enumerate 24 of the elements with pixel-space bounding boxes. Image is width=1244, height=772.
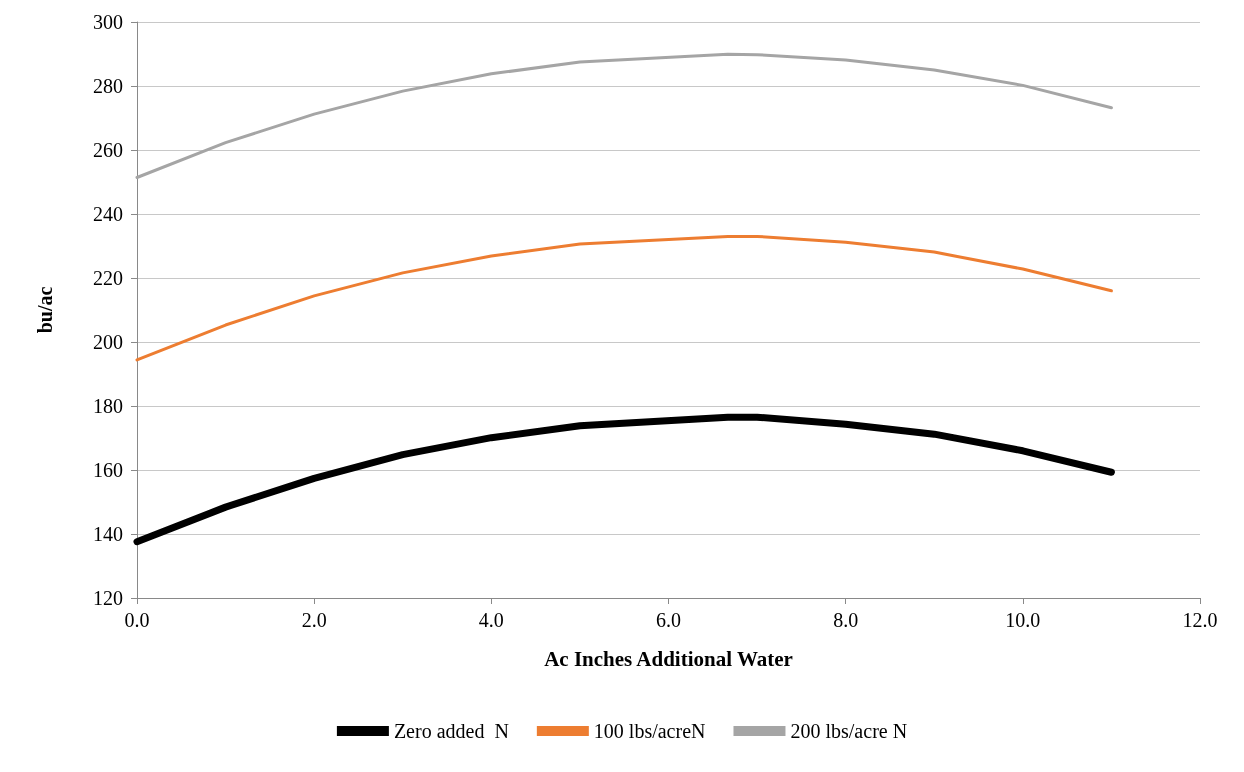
x-tick-label: 4.0 — [478, 609, 504, 631]
y-tick-label: 160 — [93, 459, 123, 481]
y-tick-label: 300 — [93, 11, 123, 33]
line-series — [135, 234, 1113, 362]
legend-label: 200 lbs/acre N — [790, 720, 908, 742]
y-tick-label: 260 — [93, 139, 123, 161]
y-tick-label: 120 — [93, 587, 123, 609]
y-tick-label: 240 — [93, 203, 123, 225]
legend-label: Zero added N — [393, 720, 509, 742]
y-tick-label: 200 — [93, 331, 123, 353]
x-tick-label: 0.0 — [124, 609, 150, 631]
x-tick-label: 8.0 — [833, 609, 859, 631]
y-tick-label: 280 — [93, 75, 123, 97]
x-tick-label: 10.0 — [1005, 609, 1041, 631]
line-series — [135, 52, 1113, 180]
x-tick-label: 2.0 — [301, 609, 327, 631]
y-tick-label: 140 — [93, 523, 123, 545]
y-tick-label: 220 — [93, 267, 123, 289]
y-axis-title: bu/ac — [34, 286, 56, 334]
x-axis-title: Ac Inches Additional Water — [544, 646, 793, 671]
x-tick-label: 6.0 — [656, 609, 681, 631]
x-tick-label: 12.0 — [1182, 609, 1218, 631]
y-tick-label: 180 — [93, 395, 123, 417]
legend-label: 100 lbs/acreN — [593, 720, 706, 742]
